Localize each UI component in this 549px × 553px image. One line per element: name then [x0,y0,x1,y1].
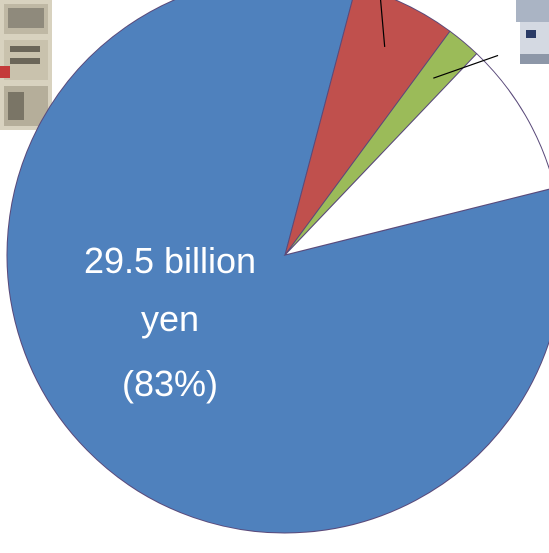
main-slice-unit: yen [140,298,200,339]
machine-photo-icon [0,0,60,135]
pie-slice [283,52,549,256]
leader-line [379,0,386,47]
pie-slice [6,0,549,534]
machine-photo-icon [508,0,549,70]
main-slice-percent: (83%) [121,363,219,404]
main-slice-value: 29.5 billion [83,240,257,281]
leader-line [433,54,499,79]
